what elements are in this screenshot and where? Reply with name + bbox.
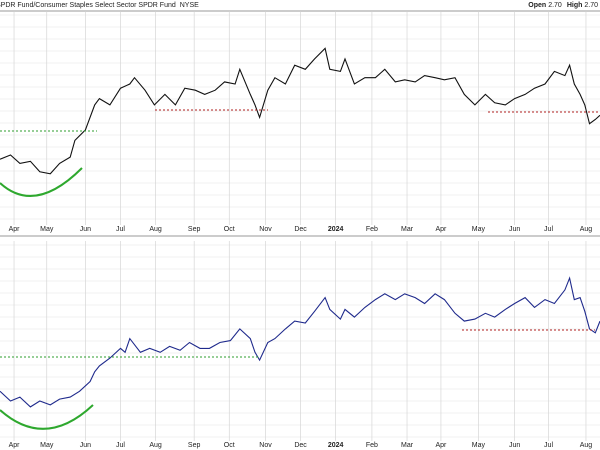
chart-title: SPDR Fund/Consumer Staples Select Sector… xyxy=(0,2,176,9)
x-tick-label: Jul xyxy=(116,442,125,449)
x-tick-label: Jun xyxy=(509,226,520,233)
x-tick-label: Apr xyxy=(9,442,21,449)
price-line xyxy=(0,47,600,175)
quote-label: High xyxy=(567,2,583,9)
x-tick-label: Mar xyxy=(401,442,414,449)
header: SPDR Fund/Consumer Staples Select Sector… xyxy=(0,2,598,9)
x-tick-label: Jul xyxy=(544,442,553,449)
x-tick-label: Jun xyxy=(80,442,91,449)
x-tick-label: Apr xyxy=(435,442,447,449)
x-tick-label: Apr xyxy=(435,226,447,233)
x-tick-label: Aug xyxy=(580,226,593,233)
x-tick-label: Aug xyxy=(149,226,162,233)
x-tick-label: May xyxy=(472,226,486,233)
exchange: NYSE xyxy=(180,2,199,9)
x-tick-label: Jun xyxy=(509,442,520,449)
x-tick-label: Sep xyxy=(188,442,201,449)
x-tick-label: Dec xyxy=(294,442,307,449)
x-tick-label: Nov xyxy=(259,442,272,449)
x-tick-label: May xyxy=(40,226,54,233)
x-tick-label: May xyxy=(40,442,54,449)
quote-value: 2.70 xyxy=(584,2,598,9)
x-tick-label: Apr xyxy=(9,226,21,233)
x-tick-label: Jul xyxy=(116,226,125,233)
quote-label: Open xyxy=(528,2,546,9)
x-tick-label: 2024 xyxy=(328,442,344,449)
price-line xyxy=(0,276,600,408)
x-tick-label: Nov xyxy=(259,226,272,233)
x-tick-label: Sep xyxy=(188,226,201,233)
x-tick-label: Aug xyxy=(149,442,162,449)
x-tick-label: Jul xyxy=(544,226,553,233)
panel: Apr May Jun Jul Aug Sep Oct Nov Dec 2024 Feb Mar Apr… xyxy=(0,11,600,233)
x-tick-label: Oct xyxy=(224,226,235,233)
x-tick-label: Dec xyxy=(294,226,307,233)
x-tick-label: Feb xyxy=(366,226,378,233)
x-tick-label: Feb xyxy=(366,442,378,449)
base-curve xyxy=(0,404,94,430)
x-tick-label: 2024 xyxy=(328,226,344,233)
x-tick-label: Aug xyxy=(580,442,593,449)
x-tick-label: May xyxy=(472,442,486,449)
panel: Apr May Jun Jul Aug Sep Oct Nov Dec 2024 Feb Mar Apr… xyxy=(0,241,600,449)
x-tick-label: Mar xyxy=(401,226,414,233)
quote-value: 2.70 xyxy=(548,2,562,9)
base-curve xyxy=(0,167,83,197)
x-tick-label: Oct xyxy=(224,442,235,449)
x-tick-label: Jun xyxy=(80,226,91,233)
